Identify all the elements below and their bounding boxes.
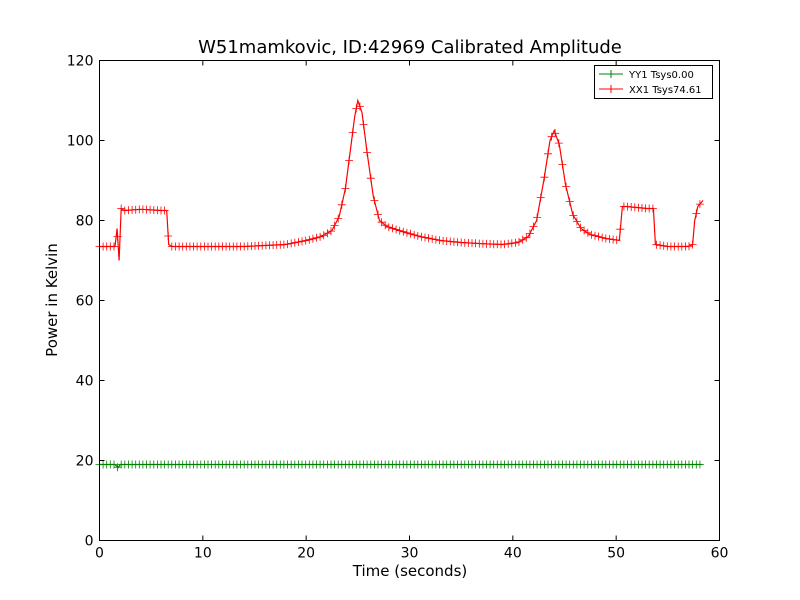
- y-tick-label: 100: [67, 134, 94, 150]
- legend: YY1 Tsys0.00 XX1 Tsys74.61: [594, 65, 713, 99]
- y-tick-label: 80: [76, 214, 94, 230]
- legend-label-yy1: YY1 Tsys0.00: [628, 70, 694, 81]
- chart-title: W51mamkovic, ID:42969 Calibrated Amplitu…: [198, 37, 622, 58]
- y-tick-label: 40: [76, 374, 94, 390]
- x-tick-label: 50: [607, 546, 625, 562]
- x-tick-label: 40: [504, 546, 522, 562]
- legend-marker-yy1: [607, 70, 615, 78]
- series-layer: [95, 98, 704, 472]
- x-tick-label: 30: [401, 546, 419, 562]
- legend-label-xx1: XX1 Tsys74.61: [629, 85, 702, 96]
- y-tick-label: 0: [85, 534, 94, 550]
- plot-area: [99, 60, 720, 541]
- series-xx1: [95, 98, 704, 261]
- y-axis-label: Power in Kelvin: [43, 243, 61, 357]
- ticks-layer: 0 10 20 30 40 50 60 0 20 40 60 80 100 120: [67, 54, 729, 562]
- y-tick-label: 60: [76, 294, 94, 310]
- legend-marker-xx1: [607, 85, 615, 93]
- y-tick-label: 20: [76, 454, 94, 470]
- x-tick-label: 10: [194, 546, 212, 562]
- y-tick-label: 120: [67, 54, 94, 70]
- x-tick-label: 0: [95, 546, 104, 562]
- x-axis-label: Time (seconds): [352, 562, 468, 580]
- x-tick-label: 60: [711, 546, 729, 562]
- x-tick-label: 20: [297, 546, 315, 562]
- legend-box: [594, 65, 713, 99]
